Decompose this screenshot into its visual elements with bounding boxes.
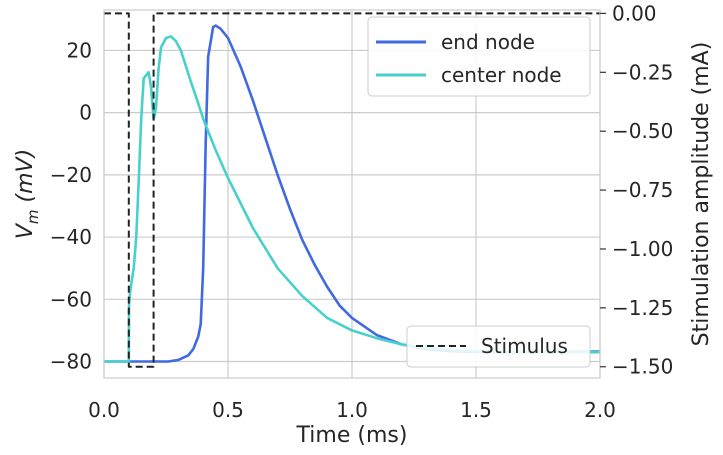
y-left-tick-label: 20 [67, 38, 92, 62]
y-left-tick-label: −40 [50, 225, 92, 249]
tick-labels: 0.0 0.5 1.0 1.5 2.0 20 0 −20 −40 −60 −80 0.00 −0.25 −… [50, 1, 674, 422]
y-right-tick-label: 0.00 [612, 1, 657, 25]
y-left-tick-label: −20 [50, 163, 92, 187]
x-tick-label: 0.5 [212, 398, 244, 422]
legend-bottom: Stimulus [406, 325, 591, 368]
plot-frame [103, 9, 601, 379]
y-left-tick-label: 0 [79, 101, 92, 125]
y-axis-label-left: Vm (mV) [13, 149, 42, 239]
legend-label-center-node: center node [441, 63, 562, 87]
x-tick-label: 2.0 [584, 398, 616, 422]
y-right-tick-label: −1.25 [612, 296, 673, 320]
y-axis-label-right: Stimulation amplitude (mA) [689, 42, 714, 347]
y-right-tick-label: −0.75 [612, 178, 673, 202]
legend-label-stimulus: Stimulus [481, 334, 568, 358]
y-right-tick-label: −0.50 [612, 119, 673, 143]
y-right-tick-label: −1.00 [612, 237, 673, 261]
x-tick-label: 1.0 [336, 398, 368, 422]
legend-label-end-node: end node [441, 30, 535, 54]
x-tick-label: 1.5 [460, 398, 492, 422]
series-line-center-node [104, 35, 600, 363]
x-axis-label: Time (ms) [296, 423, 408, 448]
plot-lines [104, 12, 601, 368]
legend-bottom-box [406, 325, 591, 368]
x-tick-label: 0.0 [88, 398, 120, 422]
y-right-tick-label: −1.50 [612, 355, 673, 379]
y-left-tick-label: −60 [50, 287, 92, 311]
series-line-stimulus [104, 12, 600, 368]
legend-top: end node center node [367, 16, 591, 97]
y-right-tick-label: −0.25 [612, 60, 673, 84]
y-left-tick-label: −80 [50, 350, 92, 374]
